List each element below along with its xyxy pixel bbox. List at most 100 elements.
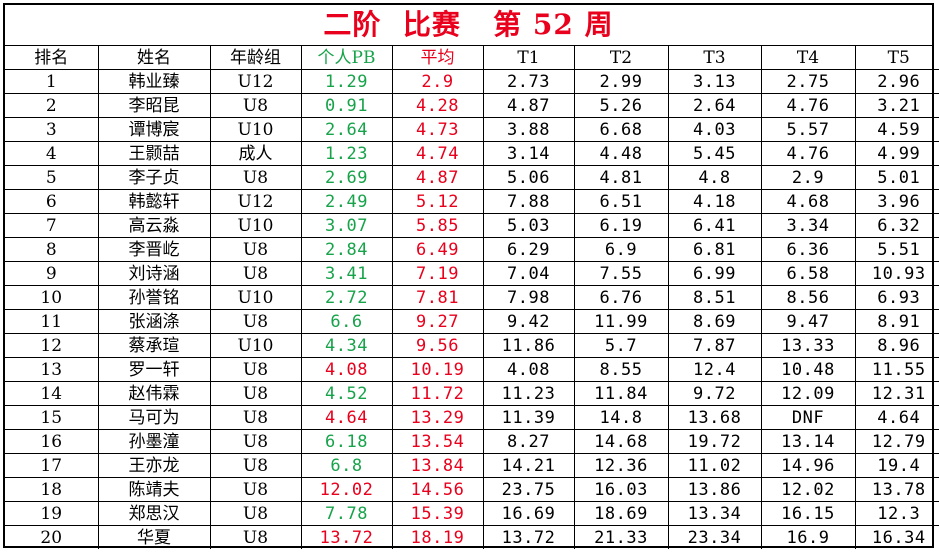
t4-cell: 4.76 [760,93,856,118]
t3-cell: 6.41 [667,213,762,238]
t1-cell: 4.08 [482,357,575,382]
t2-cell: 6.19 [573,213,669,238]
t1-cell: 2.73 [482,69,575,94]
t4-cell: 10.48 [760,357,856,382]
header-average: 平均 [391,46,484,70]
t1-cell: 5.03 [482,213,575,238]
average-cell: 14.56 [391,477,484,502]
pb-cell: 2.69 [300,165,393,190]
name-cell: 张涵涤 [97,309,211,334]
t2-cell: 6.51 [573,189,669,214]
rank-cell: 13 [5,357,99,382]
header-row: 排名 姓名 年龄组 个人PB 平均 T1 T2 T3 T4 T5 [5,46,939,70]
average-cell: 4.28 [391,93,484,118]
name-cell: 赵伟霖 [97,381,211,406]
age-group-cell: U8 [209,261,302,286]
pb-cell: 1.29 [300,69,393,94]
average-cell: 11.72 [391,381,484,406]
pb-cell: 2.72 [300,285,393,310]
t5-cell: 12.3 [854,501,939,526]
t5-cell: 3.21 [854,93,939,118]
pb-cell: 2.64 [300,117,393,142]
header-pb: 个人PB [300,46,393,70]
t3-cell: 9.72 [667,381,762,406]
t1-cell: 9.42 [482,309,575,334]
average-cell: 13.84 [391,453,484,478]
t4-cell: 4.76 [760,141,856,166]
rank-cell: 17 [5,453,99,478]
rank-cell: 3 [5,117,99,142]
t4-cell: 16.15 [760,501,856,526]
pb-cell: 0.91 [300,93,393,118]
average-cell: 5.12 [391,189,484,214]
table-row: 13 罗一轩 U8 4.08 10.19 4.08 8.55 12.4 10.48 11.55 [5,357,939,382]
rank-cell: 6 [5,189,99,214]
t5-cell: 5.01 [854,165,939,190]
name-cell: 陈靖夫 [97,477,211,502]
table-row: 11 张涵涤 U8 6.6 9.27 9.42 11.99 8.69 9.47 8.91 [5,309,939,334]
header-t3: T3 [667,46,762,70]
rank-cell: 14 [5,381,99,406]
t5-cell: 8.96 [854,333,939,358]
pb-cell: 4.64 [300,405,393,430]
name-cell: 王亦龙 [97,453,211,478]
name-cell: 韩懿轩 [97,189,211,214]
average-cell: 6.49 [391,237,484,262]
t3-cell: 13.68 [667,405,762,430]
rank-cell: 8 [5,237,99,262]
t5-cell: 12.31 [854,381,939,406]
rank-cell: 7 [5,213,99,238]
t5-cell: 3.96 [854,189,939,214]
sheet-title: 二阶 比赛 第 52 周 [5,5,932,46]
t4-cell: 12.02 [760,477,856,502]
t4-cell: 6.36 [760,237,856,262]
t4-cell: 5.57 [760,117,856,142]
header-t1: T1 [482,46,575,70]
name-cell: 华夏 [97,525,211,549]
age-group-cell: U8 [209,429,302,454]
t2-cell: 6.68 [573,117,669,142]
average-cell: 7.81 [391,285,484,310]
t5-cell: 10.93 [854,261,939,286]
name-cell: 孙墨潼 [97,429,211,454]
header-rank: 排名 [5,46,99,70]
t5-cell: 4.64 [854,405,939,430]
name-cell: 李晋屹 [97,237,211,262]
age-group-cell: U8 [209,165,302,190]
average-cell: 18.19 [391,525,484,549]
pb-cell: 2.84 [300,237,393,262]
table-row: 6 韩懿轩 U12 2.49 5.12 7.88 6.51 4.18 4.68 3.96 [5,189,939,214]
average-cell: 9.56 [391,333,484,358]
t3-cell: 8.51 [667,285,762,310]
age-group-cell: U10 [209,213,302,238]
table-row: 4 王颢喆 成人 1.23 4.74 3.14 4.48 5.45 4.76 4.99 [5,141,939,166]
age-group-cell: U8 [209,93,302,118]
table-row: 19 郑思汉 U8 7.78 15.39 16.69 18.69 13.34 16.15 12.3 [5,501,939,526]
pb-cell: 12.02 [300,477,393,502]
age-group-cell: U10 [209,333,302,358]
t1-cell: 7.04 [482,261,575,286]
t4-cell: 4.68 [760,189,856,214]
t2-cell: 2.99 [573,69,669,94]
age-group-cell: U8 [209,237,302,262]
pb-cell: 6.18 [300,429,393,454]
pb-cell: 4.52 [300,381,393,406]
header-name: 姓名 [97,46,211,70]
t3-cell: 12.4 [667,357,762,382]
t1-cell: 7.88 [482,189,575,214]
t3-cell: 11.02 [667,453,762,478]
pb-cell: 4.34 [300,333,393,358]
t2-cell: 18.69 [573,501,669,526]
pb-cell: 3.07 [300,213,393,238]
table-row: 3 谭博宸 U10 2.64 4.73 3.88 6.68 4.03 5.57 4.59 [5,117,939,142]
t2-cell: 5.7 [573,333,669,358]
name-cell: 高云淼 [97,213,211,238]
average-cell: 4.73 [391,117,484,142]
name-cell: 王颢喆 [97,141,211,166]
t5-cell: 13.78 [854,477,939,502]
age-group-cell: U8 [209,357,302,382]
rank-cell: 19 [5,501,99,526]
t5-cell: 4.99 [854,141,939,166]
results-table: 排名 姓名 年龄组 个人PB 平均 T1 T2 T3 T4 T5 1 韩业臻 U12… [5,46,939,549]
header-t5: T5 [854,46,939,70]
